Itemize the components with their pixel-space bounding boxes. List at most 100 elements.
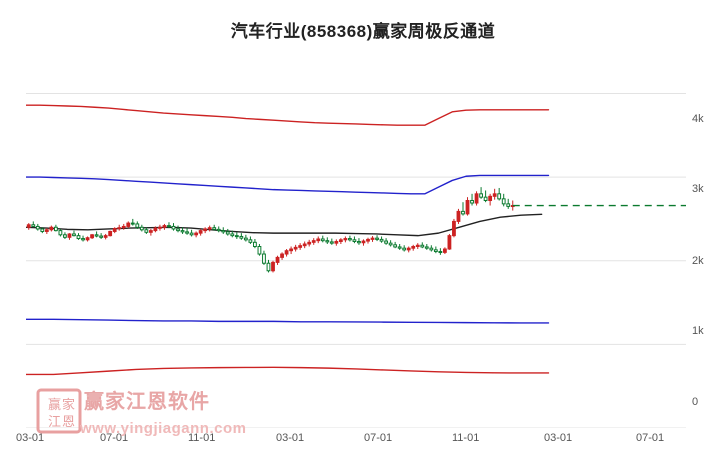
x-axis-label-2: 11-01 [188,432,216,444]
candlestick [158,224,162,231]
x-axis-label-6: 03-01 [544,432,573,444]
candlestick [501,193,506,207]
candlestick [343,236,348,243]
candlestick [262,250,266,265]
candlestick [176,225,180,233]
candlestick [325,237,330,244]
candlestick [49,225,54,232]
candlestick [58,228,63,237]
candlestick [194,231,199,238]
candlestick [67,233,72,240]
candlestick [167,222,171,229]
candlestick [429,245,434,252]
y-axis-label-1k: 1k [692,325,704,337]
candlestick [370,236,375,242]
series-line [26,174,550,195]
candlestick [139,224,144,232]
x-axis-label-4: 07-01 [364,432,393,444]
candlestick [479,187,483,199]
page-title: 汽车行业(858368)赢家周极反通道 [230,22,496,41]
candlestick [72,230,76,237]
candlestick [108,230,113,237]
candlestick [411,244,416,251]
x-axis-label-0: 03-01 [16,432,45,444]
candlestick [90,233,94,239]
candlestick [307,239,312,247]
candlestick [126,221,131,229]
candlestick [76,233,81,240]
series-line [26,104,550,126]
x-axis-label-1: 07-01 [100,432,129,444]
candlestick [334,239,339,246]
candlestick [230,230,235,238]
y-axis-label-4k: 4k [692,113,704,125]
candlestick [266,259,271,273]
candlestick [470,193,474,206]
svg-text:江: 江 [48,414,61,429]
candlestick [438,248,443,255]
candlestick [452,218,456,238]
candlestick [415,243,420,250]
candlestick [85,236,90,242]
candlestick [203,227,208,234]
candlestick [357,238,361,245]
candlestick [185,228,189,235]
candlestick [130,218,135,226]
x-axis-label-3: 03-01 [276,432,305,444]
candlestick [148,228,153,236]
candlestick [121,223,126,230]
candlestick [402,245,407,252]
candlestick [397,244,402,250]
candlestick [388,240,393,247]
candlestick [384,238,388,245]
candlestick [225,228,230,236]
candlestick [257,244,262,256]
candlestick [379,236,384,243]
candlestick [117,224,122,231]
candlestick [81,235,85,242]
candlestick [456,208,461,224]
candlestick [433,246,438,254]
candlestick [474,191,479,206]
candlestick [298,243,303,250]
candlestick [366,237,370,244]
watermark-url: www.yingjiagann.com [80,420,247,437]
candlestick [53,224,58,232]
candlestick [153,226,158,233]
y-axis-label-0: 0 [692,396,699,408]
candlestick [316,236,321,244]
watermark-seal-icon: 赢 家 江 恩 [36,388,82,434]
candlestick [424,244,429,250]
candlestick [31,221,36,228]
chart-plot-area [26,92,686,428]
candlestick [243,234,248,242]
candlestick [63,232,67,239]
svg-text:家: 家 [62,397,75,412]
candlestick [461,202,465,216]
candlestick [488,193,493,206]
candlestick [212,224,217,231]
candlestick [348,235,352,242]
candlestick [275,255,280,265]
candlestick [234,232,239,239]
svg-text:赢: 赢 [48,397,61,412]
candlestick [198,228,203,236]
y-axis-label-3k: 3k [692,183,704,195]
candlestick [289,246,294,255]
candlestick [253,238,257,249]
candlestick [221,227,226,234]
candlestick [35,223,40,231]
candlestick [393,241,398,249]
candlestick [103,233,108,240]
candlestick [352,236,357,244]
candlestick [248,236,253,244]
candlestick [44,228,49,234]
series-line [26,213,543,237]
candlestick [40,227,45,234]
candlestick [329,238,334,245]
candlestick [311,238,316,245]
candlestick [189,229,194,237]
candlestick [135,221,140,229]
candlestick [180,227,185,234]
